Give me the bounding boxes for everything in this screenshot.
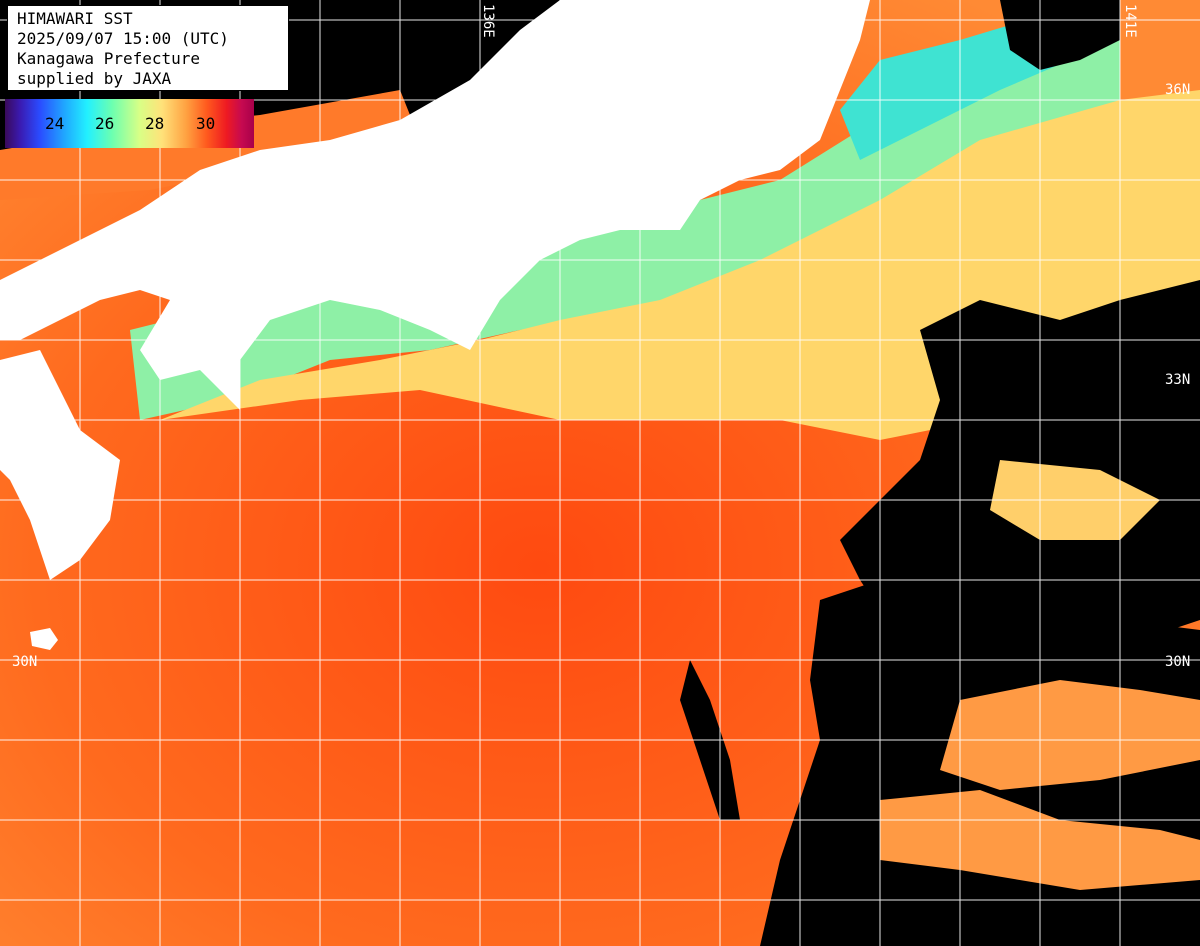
land-shikoku xyxy=(180,230,400,300)
lon-label-141e: 141E xyxy=(1122,4,1138,38)
temperature-colorbar: 24 26 28 30 xyxy=(5,99,254,148)
cloud-mask-northeast xyxy=(1000,0,1120,70)
warm-patch-se1 xyxy=(940,680,1200,790)
lat-label-30n-right: 30N xyxy=(1165,654,1191,670)
title-line-satellite: HIMAWARI SST xyxy=(17,9,133,28)
lat-label-36n-right: 36N xyxy=(1165,82,1191,98)
legend-tick-26: 26 xyxy=(95,114,115,133)
legend-tick-30: 30 xyxy=(196,114,216,133)
land-honshu xyxy=(0,0,870,410)
land-kyushu xyxy=(0,350,120,580)
title-line-datetime: 2025/09/07 15:00 (UTC) xyxy=(17,29,229,48)
legend-tick-28: 28 xyxy=(145,114,165,133)
lat-label-33n-right: 33N xyxy=(1165,372,1191,388)
title-box: HIMAWARI SST 2025/09/07 15:00 (UTC) Kana… xyxy=(7,5,289,91)
lat-label-30n-left: 30N xyxy=(12,654,38,670)
title-line-region: Kanagawa Prefecture xyxy=(17,49,201,68)
lon-label-136e: 136E xyxy=(480,4,496,38)
land-island-south xyxy=(30,628,58,650)
title-line-credit: supplied by JAXA xyxy=(17,69,172,88)
legend-tick-24: 24 xyxy=(45,114,65,133)
